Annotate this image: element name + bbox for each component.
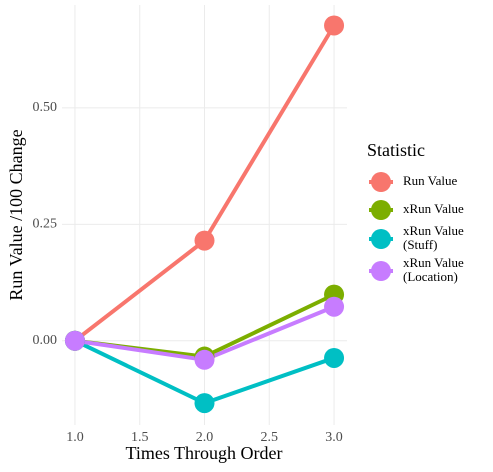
data-point (194, 349, 215, 370)
data-point (64, 330, 85, 351)
x-tick-label: 1.0 (66, 430, 84, 445)
x-axis-title: Times Through Order (126, 443, 283, 463)
legend-label: xRun Value (Stuff) (403, 223, 464, 252)
legend-key (371, 200, 391, 220)
y-tick-label: 0.50 (33, 100, 58, 115)
legend-label: Run Value (403, 173, 458, 188)
x-tick-label: 3.0 (325, 430, 343, 445)
legend-key (371, 229, 391, 249)
data-point (324, 15, 345, 36)
y-tick-label: 0.00 (33, 333, 58, 348)
y-tick-label: 0.25 (33, 217, 58, 232)
data-point (194, 393, 215, 414)
legend-key (371, 172, 391, 192)
legend-label: xRun Value (403, 201, 464, 216)
legend-title: Statistic (367, 140, 425, 160)
x-tick-label: 2.0 (196, 430, 214, 445)
legend-label: xRun Value (Location) (403, 255, 464, 284)
legend-key (371, 261, 391, 281)
x-tick-label: 2.5 (261, 430, 279, 445)
y-axis-title: Run Value /100 Change (6, 129, 26, 300)
x-tick-label: 1.5 (131, 430, 149, 445)
data-point (324, 347, 345, 368)
data-point (324, 296, 345, 317)
data-point (194, 230, 215, 251)
grid (62, 5, 347, 425)
